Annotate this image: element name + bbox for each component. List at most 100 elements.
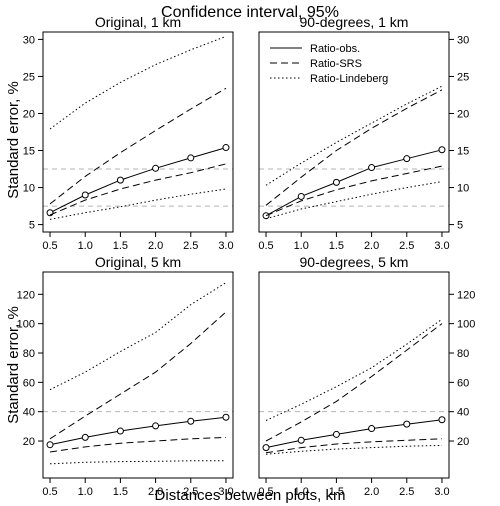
- y-tick-label: 25: [23, 71, 35, 83]
- x-tick-label: 0.5: [42, 240, 57, 252]
- x-tick-label: 1.5: [113, 486, 128, 498]
- x-tick-label: 0.5: [42, 486, 57, 498]
- series-line-dotted-upper: [49, 282, 227, 391]
- x-tick-label: 1.0: [294, 240, 309, 252]
- data-point-marker: [368, 164, 376, 172]
- series-line-dotted-lower: [49, 188, 227, 220]
- panel-title: 90-degrees, 5 km: [300, 254, 409, 270]
- y-tick-label: 20: [23, 108, 35, 120]
- series-line-dotted-upper: [265, 85, 443, 186]
- x-tick-label: 1.0: [294, 486, 309, 498]
- y-tick-label: 20: [457, 436, 469, 448]
- figure-ylabel-bottom: Standard error, %: [5, 306, 22, 424]
- chart-panel-1: Original, 1 km 0.5 1.0 1.5 2.0 2.5 3.0 5 10 15 20 2…: [23, 14, 234, 252]
- y-tick-label: 60: [457, 377, 469, 389]
- series-line-dashed-upper: [265, 323, 443, 442]
- chart-panel-2: 90-degrees, 1 km 0.5 1.0 1.5 2.0 2.5 3.0 5 10 15 2…: [258, 14, 469, 252]
- data-point-marker: [152, 422, 160, 430]
- series-line-solid: [265, 419, 443, 449]
- y-tick-label: 20: [457, 108, 469, 120]
- data-point-marker: [46, 441, 54, 449]
- data-point-marker: [332, 430, 340, 438]
- y-tick-label: 25: [457, 71, 469, 83]
- series-line-solid: [49, 147, 227, 214]
- series-line-dashed-lower: [49, 163, 227, 216]
- y-tick-label: 30: [23, 34, 35, 46]
- y-tick-label: 30: [457, 34, 469, 46]
- panel-title: Original, 1 km: [95, 14, 181, 30]
- x-tick-label: 3.0: [218, 486, 233, 498]
- y-tick-label: 10: [457, 183, 469, 195]
- data-point-marker: [332, 178, 340, 186]
- data-point-marker: [187, 417, 195, 425]
- chart-panel-3: Original, 5 km 0.5 1.0 1.5 2.0 2.5 3.0 20 40 60 80…: [17, 254, 234, 498]
- data-point-marker: [297, 192, 305, 200]
- data-point-marker: [152, 164, 160, 172]
- data-point-marker: [81, 191, 89, 199]
- data-point-marker: [222, 413, 230, 421]
- chart-panels: Original, 1 km 0.5 1.0 1.5 2.0 2.5 3.0 5 10 15 20 2…: [17, 14, 476, 498]
- y-tick-label: 40: [457, 407, 469, 419]
- y-tick-label: 80: [23, 348, 35, 360]
- y-tick-label: 40: [23, 407, 35, 419]
- series-line-dashed-upper: [265, 89, 443, 206]
- y-tick-label: 5: [457, 220, 463, 232]
- x-tick-label: 2.5: [399, 240, 414, 252]
- x-tick-label: 0.5: [258, 240, 273, 252]
- data-point-marker: [438, 146, 446, 154]
- plot-frame: [258, 31, 450, 233]
- series-line-dashed-lower: [265, 165, 443, 217]
- x-tick-label: 3.0: [434, 486, 449, 498]
- data-point-marker: [116, 427, 124, 435]
- panel-title: 90-degrees, 1 km: [300, 14, 409, 30]
- y-tick-label: 80: [457, 348, 469, 360]
- series-line-dotted-upper: [49, 35, 227, 130]
- panel-title: Original, 5 km: [95, 254, 181, 270]
- series-line-solid: [49, 416, 227, 446]
- legend-label: Ratio-obs.: [310, 43, 360, 55]
- x-tick-label: 2.0: [148, 486, 163, 498]
- y-tick-label: 60: [23, 377, 35, 389]
- y-tick-label: 120: [17, 289, 35, 301]
- data-point-marker: [368, 425, 376, 433]
- y-tick-label: 10: [23, 183, 35, 195]
- x-tick-label: 1.5: [113, 240, 128, 252]
- series-line-dashed-lower: [49, 436, 227, 453]
- x-tick-label: 2.5: [399, 486, 414, 498]
- y-tick-label: 15: [23, 146, 35, 158]
- y-tick-label: 100: [17, 319, 35, 331]
- figure-title: Confidence interval, 95%: [161, 4, 339, 21]
- x-tick-label: 2.0: [148, 240, 163, 252]
- data-point-marker: [403, 155, 411, 163]
- plot-frame: [258, 271, 450, 479]
- data-point-marker: [262, 444, 270, 452]
- series-line-dotted-upper: [265, 318, 443, 421]
- figure-ylabel-top: Standard error, %: [5, 81, 22, 199]
- data-point-marker: [438, 416, 446, 424]
- x-tick-label: 2.5: [183, 240, 198, 252]
- figure-xlabel: Distances between plots, km: [155, 487, 346, 504]
- y-tick-label: 20: [23, 436, 35, 448]
- series-line-solid: [265, 149, 443, 217]
- legend-label: Ratio-Lindeberg: [310, 73, 388, 85]
- series-line-dashed-lower: [265, 438, 443, 454]
- data-point-marker: [81, 433, 89, 441]
- x-tick-label: 1.5: [329, 486, 344, 498]
- series-line-dotted-lower: [265, 444, 443, 455]
- y-tick-label: 15: [457, 146, 469, 158]
- series-line-dotted-lower: [49, 460, 226, 465]
- legend-label: Ratio-SRS: [310, 58, 362, 70]
- x-tick-label: 1.0: [78, 486, 93, 498]
- x-tick-label: 3.0: [218, 240, 233, 252]
- y-tick-label: 120: [457, 289, 475, 301]
- plot-frame: [42, 31, 234, 233]
- data-point-marker: [222, 144, 230, 152]
- x-tick-label: 3.0: [434, 240, 449, 252]
- data-point-marker: [403, 420, 411, 428]
- x-tick-label: 2.5: [183, 486, 198, 498]
- y-tick-label: 100: [457, 319, 475, 331]
- data-point-marker: [116, 176, 124, 184]
- x-tick-label: 2.0: [364, 240, 379, 252]
- series-line-dotted-lower: [265, 181, 443, 220]
